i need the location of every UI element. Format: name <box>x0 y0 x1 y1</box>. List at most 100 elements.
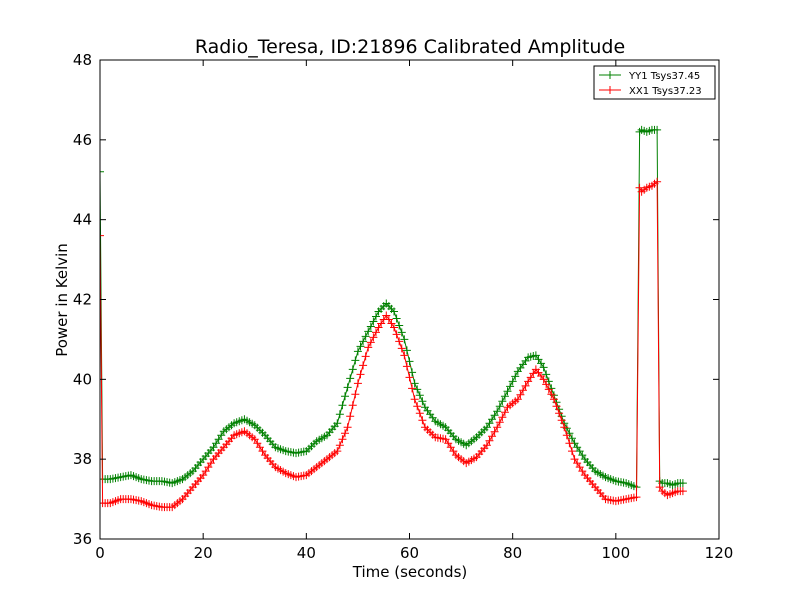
x-axis: 0 20 40 60 80 100 120 <box>95 60 733 562</box>
data-point-marker <box>341 392 350 401</box>
data-point-marker <box>353 379 362 388</box>
data-point-marker <box>495 402 504 411</box>
data-point-marker <box>539 363 548 372</box>
data-point-marker <box>503 387 512 396</box>
data-point-marker <box>405 357 414 366</box>
data-point-marker <box>390 323 399 332</box>
data-point-marker <box>513 395 522 404</box>
data-point-marker <box>498 413 507 422</box>
data-point-marker <box>341 429 350 438</box>
data-point-marker <box>485 436 494 445</box>
data-point-marker <box>366 338 375 347</box>
data-point-marker <box>346 374 355 383</box>
data-point-marker <box>351 390 360 399</box>
data-point-marker <box>490 427 499 436</box>
data-point-marker <box>369 317 378 326</box>
legend-marker <box>606 86 614 94</box>
data-point-marker <box>635 183 644 192</box>
data-point-marker <box>508 377 517 386</box>
data-point-marker <box>413 385 422 394</box>
legend-label: YY1 Tsys37.45 <box>628 71 700 82</box>
data-point-marker <box>335 441 344 450</box>
data-point-marker <box>402 362 411 371</box>
y-tick-label: 48 <box>73 51 92 69</box>
data-point-marker <box>500 392 509 401</box>
y-tick-label: 40 <box>73 370 92 388</box>
data-point-marker <box>511 372 520 381</box>
data-point-marker <box>346 412 355 421</box>
data-point-marker <box>408 368 417 377</box>
data-point-marker <box>335 410 344 419</box>
data-point-marker <box>390 307 399 316</box>
data-point-marker <box>418 397 427 406</box>
legend: YY1 Tsys37.45 XX1 Tsys37.23 <box>593 65 716 100</box>
data-point-marker <box>402 346 411 355</box>
data-point-marker <box>343 423 352 432</box>
y-tick-label: 36 <box>73 530 92 548</box>
y-tick-label: 42 <box>73 291 92 309</box>
data-point-marker <box>392 330 401 339</box>
data-point-marker <box>653 125 662 134</box>
data-point-marker <box>678 487 687 496</box>
data-point-marker <box>521 381 530 390</box>
data-point-marker <box>356 342 365 351</box>
x-tick-label: 100 <box>602 544 631 562</box>
data-point-marker <box>542 370 551 379</box>
data-point-marker <box>369 333 378 342</box>
data-point-marker <box>552 402 561 411</box>
legend-label: XX1 Tsys37.23 <box>629 86 702 97</box>
data-point-marker <box>632 493 641 502</box>
y-tick-label: 46 <box>73 131 92 149</box>
data-point-marker <box>395 337 404 346</box>
data-point-marker <box>415 409 424 418</box>
x-tick-label: 0 <box>95 544 105 562</box>
data-point-marker <box>565 439 574 448</box>
data-point-marker <box>397 328 406 337</box>
data-point-marker <box>351 356 360 365</box>
data-point-marker <box>567 447 576 456</box>
data-point-marker <box>516 390 525 399</box>
data-point-marker <box>333 447 342 456</box>
data-point-marker <box>560 423 569 432</box>
data-point-marker <box>348 365 357 374</box>
data-point-marker <box>498 397 507 406</box>
data-point-marker <box>544 385 553 394</box>
data-point-marker <box>415 391 424 400</box>
data-point-marker <box>333 419 342 428</box>
data-point-marker <box>397 344 406 353</box>
y-axis: 36 38 40 42 44 46 48 <box>73 51 719 548</box>
data-point-marker <box>400 335 409 344</box>
plot-area: 0 20 40 60 80 100 120 36 38 40 42 44 46 48 <box>73 51 733 562</box>
data-point-marker <box>356 370 365 379</box>
data-point-marker <box>500 408 509 417</box>
data-point-marker <box>555 409 564 418</box>
data-point-marker <box>348 401 357 410</box>
data-point-marker <box>100 231 104 240</box>
data-point-marker <box>371 328 380 337</box>
data-point-marker <box>359 337 368 346</box>
data-point-marker <box>493 423 502 432</box>
data-point-marker <box>495 418 504 427</box>
data-point-marker <box>562 431 571 440</box>
data-point-marker <box>400 351 409 360</box>
series-layer <box>100 125 687 512</box>
data-point-marker <box>100 167 104 176</box>
data-point-marker <box>482 441 491 450</box>
data-point-marker <box>392 314 401 323</box>
data-point-marker <box>338 435 347 444</box>
data-point-marker <box>361 332 370 341</box>
x-tick-label: 20 <box>194 544 213 562</box>
data-point-marker <box>371 312 380 321</box>
data-point-marker <box>418 416 427 425</box>
data-point-marker <box>343 383 352 392</box>
y-tick-label: 38 <box>73 450 92 468</box>
data-point-marker <box>539 375 548 384</box>
data-point-marker <box>653 177 662 186</box>
series-2 <box>100 177 687 512</box>
data-point-marker <box>410 379 419 388</box>
y-tick-label: 44 <box>73 211 92 229</box>
data-point-marker <box>408 384 417 393</box>
data-point-marker <box>506 382 515 391</box>
data-point-marker <box>359 361 368 370</box>
data-point-marker <box>567 434 576 443</box>
